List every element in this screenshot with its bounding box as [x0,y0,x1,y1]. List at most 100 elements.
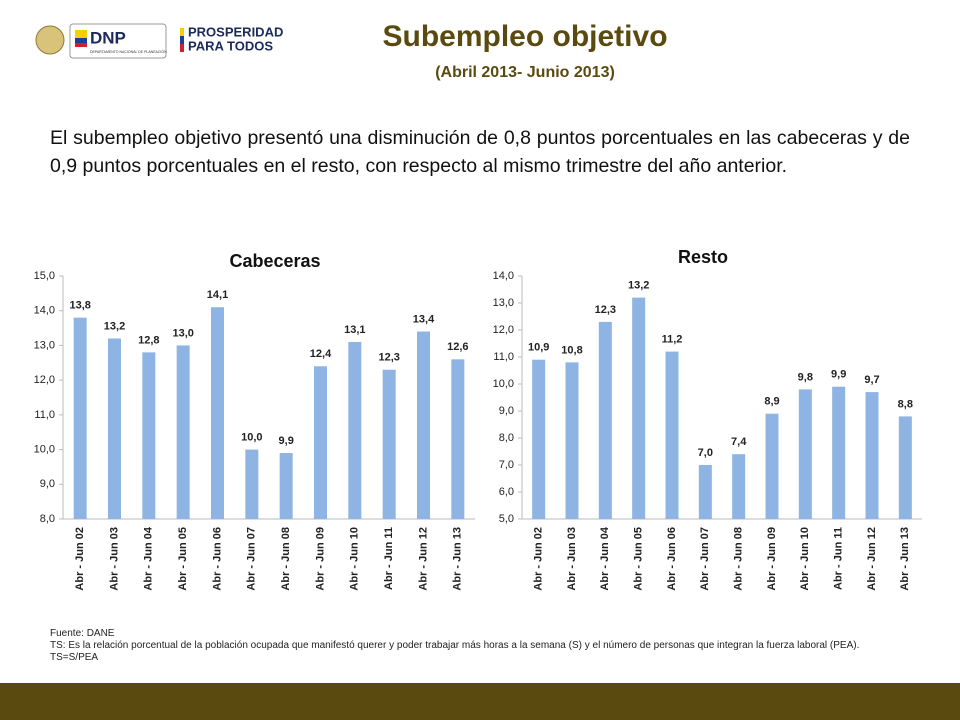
y-tick-label: 13,0 [34,339,55,351]
y-tick-label: 12,0 [493,324,514,336]
logo-subtext: DEPARTAMENTO NACIONAL DE PLANEACIÓN [90,49,167,54]
bar [142,352,156,519]
value-label: 8,9 [764,396,779,408]
x-tick-label: Abr - Jun 12 [866,527,878,591]
x-tick-label: Abr - Jun 10 [799,527,811,591]
value-label: 13,0 [172,327,193,339]
bar [417,331,430,519]
bar [382,369,396,519]
y-tick-label: 9,0 [499,405,514,417]
flag-blue [180,36,184,44]
bottom-band [0,683,960,720]
x-tick-label: Abr - Jun 05 [177,527,189,591]
x-tick-label: Abr - Jun 09 [766,527,778,591]
y-tick-label: 15,0 [34,270,55,282]
y-tick-label: 11,0 [34,409,55,421]
y-tick-label: 7,0 [499,459,514,471]
logo-prosperidad: PROSPERIDAD PARA TODOS [180,24,283,53]
value-label: 12,3 [595,304,616,316]
bar [245,449,259,519]
x-tick-label: Abr - Jun 05 [633,527,645,591]
y-tick-label: 10,0 [34,443,55,455]
logo-text: DNP [90,28,126,47]
x-tick-label: Abr - Jun 08 [280,527,292,591]
x-tick-label: Abr - Jun 03 [566,527,578,591]
y-tick-label: 8,0 [499,432,514,444]
chart: Cabeceras 8,0 9,0 10,0 11,0 12,0 13,0 14,0 15,0 1… [34,251,475,591]
value-label: 12,6 [447,341,468,353]
flag-blue [75,38,87,43]
y-tick-label: 6,0 [499,486,514,498]
value-label: 9,8 [798,371,813,383]
x-tick-label: Abr - Jun 07 [699,527,711,591]
bar [798,389,812,519]
y-tick-label: 12,0 [34,374,55,386]
logo-frame [69,23,167,59]
value-label: 10,9 [528,342,549,354]
note: TS: Es la relación porcentual de la pobl… [50,640,860,663]
y-tick-label: 10,0 [493,378,514,390]
source: Fuente: DANE [50,628,115,639]
value-label: 10,8 [561,344,582,356]
x-tick-label: Abr - Jun 04 [599,526,611,590]
coat-of-arms [35,25,65,55]
x-tick-label: Abr - Jun 13 [899,527,911,591]
y-tick-label: 14,0 [493,270,514,282]
y-tick-label: 8,0 [40,513,55,525]
value-label: 13,1 [344,324,365,336]
flag-red [75,43,87,47]
bar [348,341,362,519]
bar [211,307,224,519]
bar [451,359,465,519]
slide-subtitle: (Abril 2013- Junio 2013) [435,64,615,81]
footer: Fuente: DANE TS: Es la relación porcentu… [50,628,900,664]
value-label: 13,8 [69,300,90,312]
value-label: 13,2 [104,320,125,332]
flag-yellow [180,28,184,36]
bar [632,297,646,519]
value-label: 7,4 [731,436,747,448]
bar [732,454,746,519]
bar [314,366,327,519]
value-label: 9,9 [279,435,294,447]
value-label: 12,4 [310,348,332,360]
bar [73,317,87,519]
x-tick-label: Abr - Jun 10 [349,527,361,591]
logo-text: PROSPERIDAD [188,24,283,39]
x-tick-label: Abr - Jun 08 [733,527,745,591]
value-label: 9,9 [831,369,846,381]
x-tick-label: Abr - Jun 03 [108,527,120,591]
x-tick-label: Abr - Jun 11 [833,527,845,590]
bar [176,345,190,519]
bar [765,413,779,519]
logo-dnp: DNP DEPARTAMENTO NACIONAL DE PLANEACIÓN [35,23,167,59]
value-label: 13,2 [628,280,649,292]
value-label: 10,0 [241,431,262,443]
x-tick-label: Abr - Jun 02 [533,527,545,591]
value-label: 8,8 [898,398,913,410]
bar [532,359,546,519]
x-tick-label: Abr - Jun 13 [452,527,464,591]
x-tick-label: Abr - Jun 02 [74,527,86,591]
x-tick-label: Abr - Jun 06 [666,527,678,591]
chart-title: Cabeceras [229,251,320,271]
x-tick-label: Abr - Jun 11 [383,527,395,590]
value-label: 9,7 [864,374,879,386]
bar [565,362,579,519]
x-tick-label: Abr - Jun 04 [143,526,155,590]
y-tick-label: 5,0 [499,513,514,525]
x-tick-label: Abr - Jun 12 [417,527,429,591]
flag-yellow [75,30,87,38]
bar [898,416,912,519]
y-tick-label: 14,0 [34,305,55,317]
bar [598,321,612,519]
value-label: 11,2 [662,334,683,346]
bar [108,338,121,519]
bar [832,386,846,519]
bar [665,351,679,519]
bar [279,453,293,519]
value-label: 14,1 [207,289,228,301]
flag-red [180,44,184,52]
